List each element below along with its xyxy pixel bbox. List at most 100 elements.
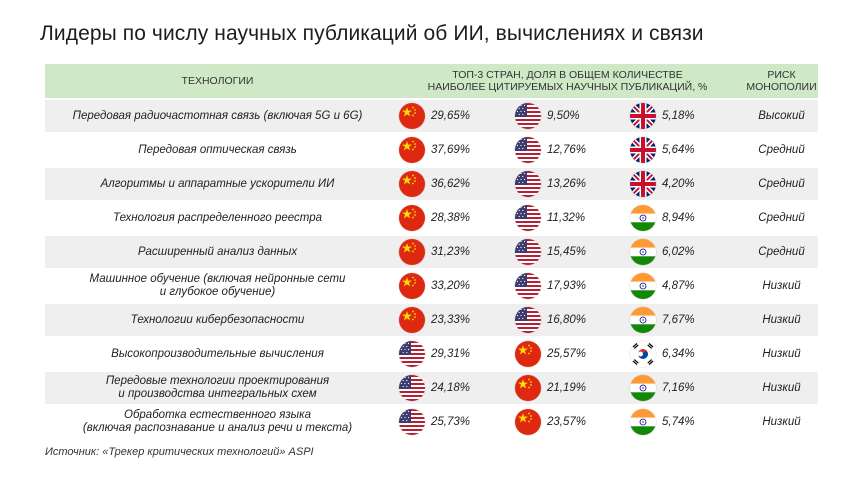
country-share-1: 29,65% [390, 100, 506, 132]
share-value: 9,50% [547, 110, 580, 122]
technology-cell: Расширенный анализ данных [45, 236, 390, 268]
technology-cell: Машинное обучение (включая нейронные сет… [45, 270, 390, 302]
country-share-2: 25,57% [506, 338, 621, 370]
india-flag-icon [630, 375, 656, 401]
share-value: 24,18% [431, 382, 471, 394]
country-share-2: 21,19% [506, 372, 621, 404]
country-share-2: 11,32% [506, 202, 621, 234]
uk-flag-icon [630, 171, 656, 197]
country-share-1: 23,33% [390, 304, 506, 336]
share-value: 21,19% [547, 382, 587, 394]
country-share-2: 15,45% [506, 236, 621, 268]
leaders-table: Технологии Топ-3 стран, доля в общем кол… [45, 64, 818, 438]
india-flag-icon [630, 307, 656, 333]
country-share-3: 8,94% [621, 202, 730, 234]
risk-cell: Средний [758, 144, 805, 156]
header-risk-line1: Риск [767, 69, 796, 81]
top3-cell: 31,23% 15,45% 6,02% [390, 236, 745, 268]
share-value: 25,73% [431, 416, 471, 428]
risk-cell: Низкий [762, 348, 801, 360]
table-body: Передовая радиочастотная связь (включая … [45, 100, 818, 438]
india-flag-icon [630, 273, 656, 299]
table-row: Технология распределенного реестра 28,38%… [45, 202, 818, 234]
india-flag-icon [630, 205, 656, 231]
share-value: 5,18% [662, 110, 695, 122]
usa-flag-icon [515, 239, 541, 265]
usa-flag-icon [515, 137, 541, 163]
share-value: 36,62% [431, 178, 471, 190]
share-value: 5,64% [662, 144, 695, 156]
share-value: 4,87% [662, 280, 695, 292]
top3-cell: 29,31% 25,57% 6,34% [390, 338, 745, 370]
risk-cell: Средний [758, 212, 805, 224]
technology-line1: Передовая оптическая связь [138, 143, 297, 156]
uk-flag-icon [630, 137, 656, 163]
header-tech: Технологии [181, 75, 254, 87]
header-risk-line2: монополии [746, 81, 817, 93]
risk-cell: Высокий [758, 110, 805, 122]
country-share-3: 4,20% [621, 168, 730, 200]
header-share-line1: Топ-3 стран, доля в общем количестве [452, 69, 683, 81]
usa-flag-icon [515, 171, 541, 197]
table-header: Технологии Топ-3 стран, доля в общем кол… [45, 64, 818, 98]
country-share-3: 4,87% [621, 270, 730, 302]
country-share-2: 16,80% [506, 304, 621, 336]
country-share-1: 28,38% [390, 202, 506, 234]
table-row: Передовая радиочастотная связь (включая … [45, 100, 818, 132]
table-row: Высокопроизводительные вычисления 29,31% 2… [45, 338, 818, 370]
china-flag-icon [515, 409, 541, 435]
technology-cell: Высокопроизводительные вычисления [45, 338, 390, 370]
china-flag-icon [399, 307, 425, 333]
share-value: 7,16% [662, 382, 695, 394]
share-value: 5,74% [662, 416, 695, 428]
country-share-1: 25,73% [390, 406, 506, 438]
technology-line1: Передовые технологии проектирования [105, 375, 330, 387]
table-row: Обработка естественного языка (включая ра… [45, 406, 818, 438]
country-share-1: 33,20% [390, 270, 506, 302]
top3-cell: 37,69% 12,76% 5,64% [390, 134, 745, 166]
technology-cell: Технология распределенного реестра [45, 202, 390, 234]
share-value: 31,23% [431, 246, 471, 258]
top3-cell: 24,18% 21,19% 7,16% [390, 372, 745, 404]
share-value: 23,57% [547, 416, 587, 428]
table-row: Машинное обучение (включая нейронные сет… [45, 270, 818, 302]
china-flag-icon [399, 171, 425, 197]
country-share-1: 31,23% [390, 236, 506, 268]
top3-cell: 25,73% 23,57% 5,74% [390, 406, 745, 438]
usa-flag-icon [515, 307, 541, 333]
header-risk: Риск монополии [745, 64, 818, 98]
technology-cell: Передовая радиочастотная связь (включая … [45, 100, 390, 132]
table-row: Алгоритмы и аппаратные ускорители ИИ 36,6… [45, 168, 818, 200]
share-value: 29,65% [431, 110, 471, 122]
country-share-2: 23,57% [506, 406, 621, 438]
technology-line1: Машинное обучение (включая нейронные сет… [89, 273, 346, 285]
technology-line1: Технологии кибербезопасности [130, 313, 305, 326]
country-share-3: 5,64% [621, 134, 730, 166]
technology-cell: Передовая оптическая связь [45, 134, 390, 166]
usa-flag-icon [399, 375, 425, 401]
share-value: 6,02% [662, 246, 695, 258]
top3-cell: 36,62% 13,26% 4,20% [390, 168, 745, 200]
share-value: 6,34% [662, 348, 695, 360]
technology-line1: Технология распределенного реестра [112, 211, 323, 224]
risk-cell: Низкий [762, 314, 801, 326]
share-value: 23,33% [431, 314, 471, 326]
country-share-3: 7,16% [621, 372, 730, 404]
top3-cell: 33,20% 17,93% 4,87% [390, 270, 745, 302]
risk-cell: Средний [758, 178, 805, 190]
share-value: 12,76% [547, 144, 587, 156]
usa-flag-icon [515, 205, 541, 231]
china-flag-icon [399, 103, 425, 129]
share-value: 8,94% [662, 212, 695, 224]
share-value: 29,31% [431, 348, 471, 360]
top3-cell: 29,65% 9,50% 5,18% [390, 100, 745, 132]
page-title: Лидеры по числу научных публикаций об ИИ… [40, 22, 704, 45]
technology-line1: Расширенный анализ данных [137, 245, 298, 258]
country-share-3: 6,02% [621, 236, 730, 268]
share-value: 11,32% [547, 212, 586, 224]
china-flag-icon [399, 205, 425, 231]
technology-line1: Высокопроизводительные вычисления [111, 347, 324, 360]
usa-flag-icon [399, 409, 425, 435]
share-value: 17,93% [547, 280, 587, 292]
china-flag-icon [515, 341, 541, 367]
